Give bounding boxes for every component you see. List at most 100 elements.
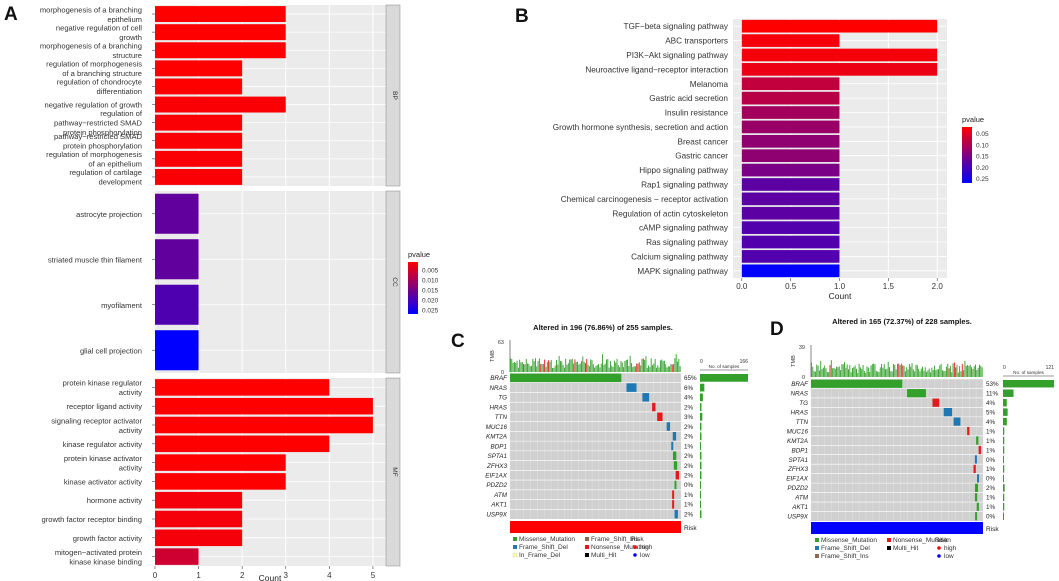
tmb-bar — [877, 371, 879, 377]
tmb-bar — [650, 358, 652, 372]
tmb-bar — [596, 365, 598, 372]
sample-count-bar — [1003, 436, 1005, 445]
bar — [741, 192, 840, 206]
y-tick-label: growth factor activity — [73, 534, 142, 543]
legend-label: Missense_Mutation — [519, 536, 575, 543]
bar — [155, 60, 243, 77]
tmb-bar — [916, 365, 918, 377]
tmb-bar — [571, 358, 573, 372]
gene-percent: 2% — [684, 511, 694, 518]
tmb-bar — [519, 359, 521, 372]
legend-swatch — [512, 552, 518, 558]
risk-bar-label: Risk — [684, 525, 697, 532]
legend-swatch — [585, 545, 589, 549]
y-tick-label: Ras signaling pathway — [646, 238, 729, 247]
sample-count-bar — [700, 442, 701, 450]
legend-tick-label: 0.20 — [976, 165, 989, 172]
tmb-bar — [918, 368, 920, 377]
tmb-bar — [861, 369, 863, 377]
tmb-bar — [841, 364, 843, 377]
sample-count-bar — [700, 451, 702, 460]
tmb-bar — [900, 363, 902, 377]
y-tick-label: activity — [119, 463, 142, 472]
tmb-bar — [938, 369, 939, 377]
tmb-bar — [926, 371, 928, 377]
sample-count-bar — [700, 374, 748, 382]
gene-label: BDP1 — [792, 447, 808, 454]
tmb-min-label: 0 — [802, 375, 805, 381]
tmb-bar — [859, 367, 861, 377]
risk-legend-title: Risk — [631, 536, 644, 543]
sample-count-bar — [1003, 455, 1004, 464]
tmb-bar — [969, 364, 971, 377]
y-tick-label: structure — [112, 51, 142, 60]
tmb-bar — [531, 365, 532, 372]
panel-label-c: C — [451, 331, 465, 352]
y-tick-label: striated muscle thin filament — [48, 255, 143, 264]
oncoplot-title: Altered in 165 (72.37%) of 228 samples. — [832, 317, 972, 326]
gene-percent: 11% — [986, 391, 999, 398]
legend-label: Frame_Shift_Ins — [591, 536, 639, 543]
legend-title: pvalue — [962, 115, 984, 124]
tmb-bar — [832, 368, 834, 377]
tmb-bar — [875, 370, 877, 377]
tmb-bar — [939, 365, 941, 377]
legend-tick-label: 0.10 — [976, 142, 989, 149]
tmb-bar — [538, 358, 540, 372]
bar — [155, 284, 199, 325]
tmb-bar — [654, 359, 656, 372]
bar — [155, 435, 330, 453]
y-tick-label: Growth hormone synthesis, secretion and … — [553, 123, 729, 132]
gene-percent: 0% — [986, 476, 996, 483]
tmb-bar — [840, 370, 842, 377]
y-tick-label: MAPK signaling pathway — [637, 267, 728, 276]
mutation-cell — [672, 432, 677, 441]
legend-swatch — [585, 537, 589, 541]
tmb-bar — [652, 365, 653, 372]
bar — [741, 178, 840, 191]
tmb-bar — [523, 363, 525, 372]
bar — [155, 193, 199, 234]
tmb-bar — [595, 365, 597, 372]
tmb-bar — [562, 364, 564, 372]
gene-label: HRAS — [490, 404, 508, 411]
bar — [155, 330, 199, 371]
tmb-bar — [524, 364, 526, 372]
tmb-bar — [648, 365, 650, 372]
tmb-bar — [563, 367, 565, 372]
tmb-max-label: 39 — [799, 345, 805, 351]
tmb-bar — [661, 359, 663, 372]
tmb-bar — [517, 367, 519, 372]
tmb-bar — [533, 361, 535, 372]
gene-percent: 53% — [986, 381, 999, 388]
y-tick-label: protein kinase regulator — [63, 379, 143, 388]
panel-d-oncoplot: Altered in 165 (72.37%) of 228 samples. 3… — [786, 317, 1054, 560]
samples-axis-min: 0 — [1003, 365, 1006, 371]
tmb-bar — [956, 364, 958, 377]
tmb-bar — [935, 370, 937, 377]
legend-tick-label: 0.15 — [976, 154, 989, 161]
tmb-bar — [838, 366, 840, 377]
tmb-bar — [616, 358, 618, 372]
risk-bar — [811, 522, 983, 534]
tmb-bar — [816, 364, 818, 377]
y-tick-label: Gastric acid secretion — [649, 94, 728, 103]
tmb-bar — [899, 365, 901, 377]
gene-label: NRAS — [490, 385, 508, 392]
tmb-bar — [550, 360, 552, 372]
legend-tick-label: 0.25 — [976, 176, 989, 183]
tmb-bar — [830, 360, 832, 377]
tmb-bar — [923, 370, 925, 377]
tmb-bar — [971, 367, 973, 377]
mutation-cell — [674, 509, 678, 519]
tmb-bar — [659, 360, 661, 372]
tmb-bar — [649, 367, 651, 372]
tmb-bar — [949, 365, 951, 377]
tmb-bar — [521, 361, 523, 372]
mutation-cell — [674, 480, 677, 490]
tmb-bar — [975, 364, 976, 377]
facet-strip-label: BP — [391, 91, 398, 100]
tmb-bar — [587, 364, 589, 372]
tmb-bar — [624, 360, 626, 372]
y-tick-label: regulation of morphogenesis — [46, 150, 142, 159]
